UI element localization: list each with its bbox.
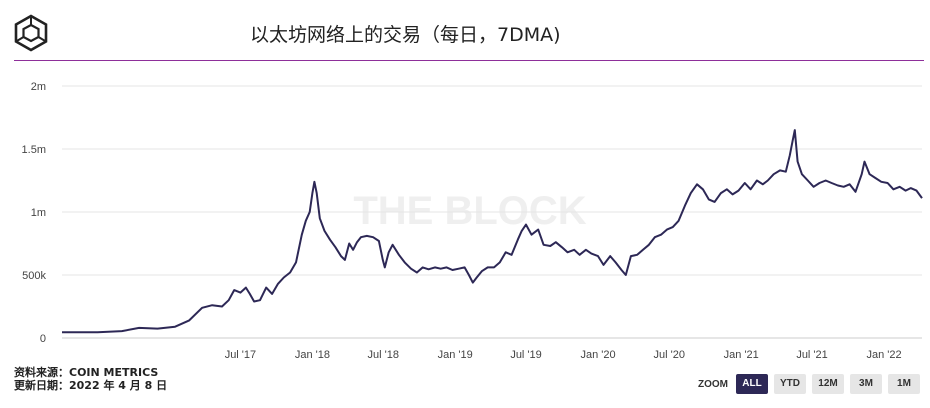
x-tick-label: Jan '21 [724, 349, 759, 361]
y-tick-label: 2m [31, 81, 46, 93]
x-tick-label: Jan '22 [866, 349, 901, 361]
zoom-3m-button[interactable]: 3M [850, 374, 882, 394]
watermark: THE BLOCK [353, 189, 586, 233]
zoom-1m-button[interactable]: 1M [888, 374, 920, 394]
source-note: 资料来源：COIN METRICS 更新日期：2022 年 4 月 8 日 [14, 366, 167, 392]
x-tick-label: Jul '18 [368, 349, 399, 361]
zoom-ytd-button[interactable]: YTD [774, 374, 806, 394]
source-line: 资料来源：COIN METRICS [14, 366, 159, 379]
title-divider [14, 60, 924, 61]
x-tick-label: Jul '21 [796, 349, 827, 361]
zoom-all-button[interactable]: ALL [736, 374, 768, 394]
x-tick-label: Jul '17 [225, 349, 256, 361]
zoom-12m-button[interactable]: 12M [812, 374, 844, 394]
x-tick-label: Jan '18 [295, 349, 330, 361]
y-tick-label: 1m [31, 207, 46, 219]
x-tick-label: Jan '19 [438, 349, 473, 361]
y-tick-label: 1.5m [22, 144, 46, 156]
updated-date-line: 更新日期：2022 年 4 月 8 日 [14, 379, 168, 392]
zoom-controls: ZOOM ALL YTD 12M 3M 1M [698, 374, 920, 394]
y-tick-label: 0 [40, 333, 46, 345]
line-chart: THE BLOCK 0 500k 1m 1.5m 2m Jul '17 Jan '18 Jul … [22, 81, 923, 361]
the-block-logo-icon [14, 14, 48, 52]
x-tick-label: Jan '20 [580, 349, 615, 361]
x-tick-label: Jul '20 [654, 349, 685, 361]
zoom-label: ZOOM [698, 378, 728, 390]
x-tick-label: Jul '19 [510, 349, 541, 361]
chart-title: 以太坊网络上的交易（每日，7DMA) [250, 24, 561, 46]
series-line [62, 129, 923, 334]
y-tick-label: 500k [22, 270, 46, 282]
